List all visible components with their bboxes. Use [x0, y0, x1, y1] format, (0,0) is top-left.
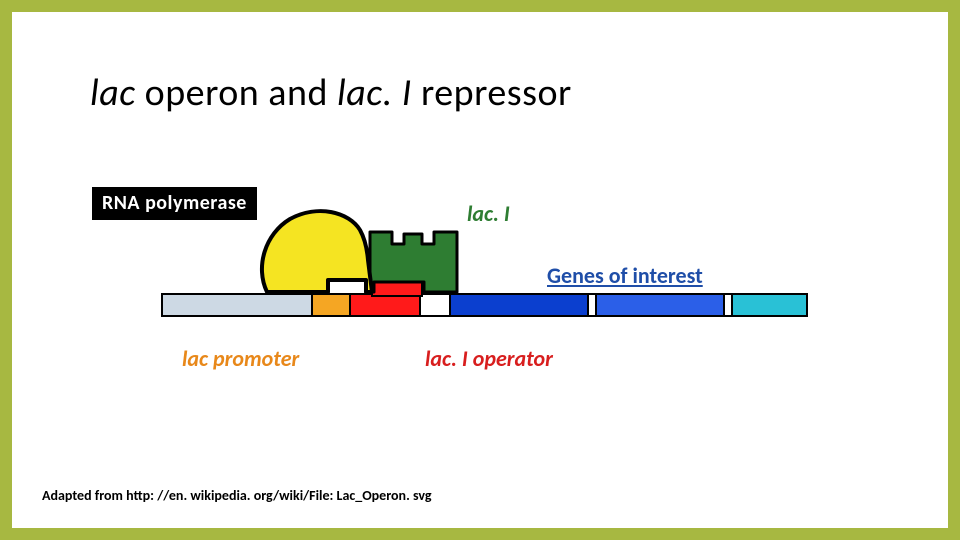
- dna-segment-upstream: [162, 294, 312, 316]
- dna-segment-operator: [350, 294, 420, 316]
- dna-segment-spacer3: [724, 294, 732, 316]
- dna-segment-gene1: [450, 294, 588, 316]
- operon-diagram: RNA polymerase lac. I Genes of interest …: [12, 12, 948, 528]
- dna-segment-spacer2: [588, 294, 596, 316]
- attribution-text: Adapted from http: //en. wikipedia. org/…: [42, 487, 431, 504]
- dna-segment-spacer1: [420, 294, 450, 316]
- operon-svg: [12, 12, 960, 540]
- dna-segment-gene3: [732, 294, 807, 316]
- lacI-repressor-shape: [370, 232, 457, 292]
- operator-bump: [372, 282, 422, 296]
- dna-segment-gene2: [596, 294, 724, 316]
- dna-segment-promoter: [312, 294, 350, 316]
- rna-polymerase-shape: [262, 211, 372, 292]
- slide-frame: lac operon and lac. I repressor RNA poly…: [0, 0, 960, 540]
